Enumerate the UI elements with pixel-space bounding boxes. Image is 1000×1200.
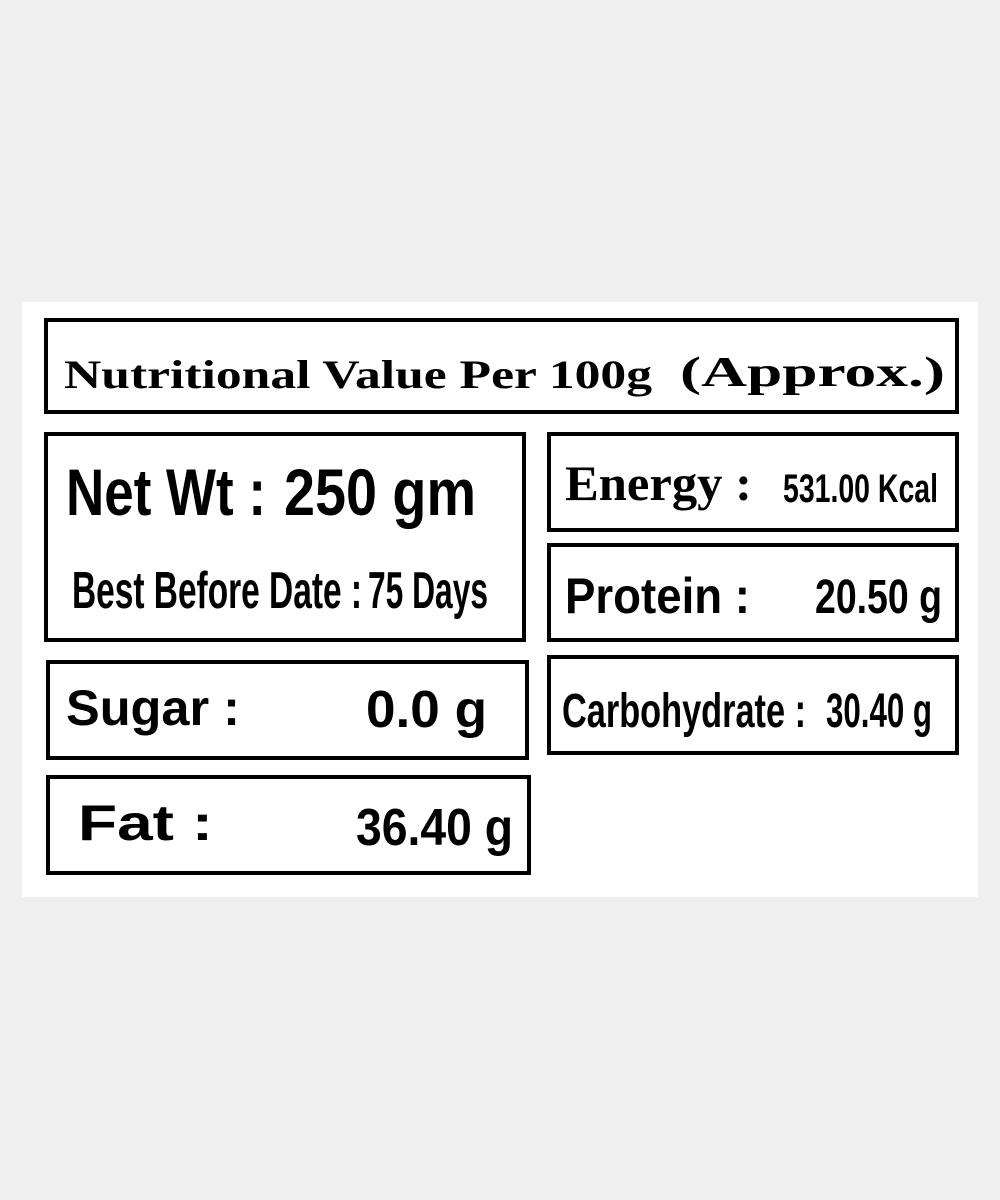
nutrient-value: 36.40 g <box>356 799 513 857</box>
nutrient-label: Protein : <box>565 568 750 624</box>
nutrient-value: 531.00 Kcal <box>783 467 938 511</box>
nutrient-label: Carbohydrate : <box>562 685 806 738</box>
fat-box <box>46 775 531 875</box>
header-box <box>44 318 959 414</box>
nutrient-label: Fat : <box>78 795 213 851</box>
weight-box <box>44 432 526 642</box>
nutrient-value: 0.0 g <box>366 681 487 739</box>
sugar-box <box>46 660 529 760</box>
protein-box <box>547 543 959 642</box>
best-before-value: 75 Days <box>368 562 488 620</box>
nutrient-label: Sugar : <box>66 680 240 736</box>
best-before-label: Best Before Date : <box>72 562 362 620</box>
energy-box <box>547 432 959 532</box>
nutrient-value: 20.50 g <box>815 571 942 624</box>
net-weight-label: Net Wt : <box>66 455 266 529</box>
net-weight-value: 250 gm <box>284 455 476 529</box>
header-title: Nutritional Value Per 100g <box>64 352 652 397</box>
carbohydrate-box <box>547 655 959 755</box>
nutrient-label: Energy : <box>565 455 752 511</box>
header-note: (Approx.) <box>680 350 945 396</box>
nutrient-value: 30.40 g <box>826 685 932 738</box>
